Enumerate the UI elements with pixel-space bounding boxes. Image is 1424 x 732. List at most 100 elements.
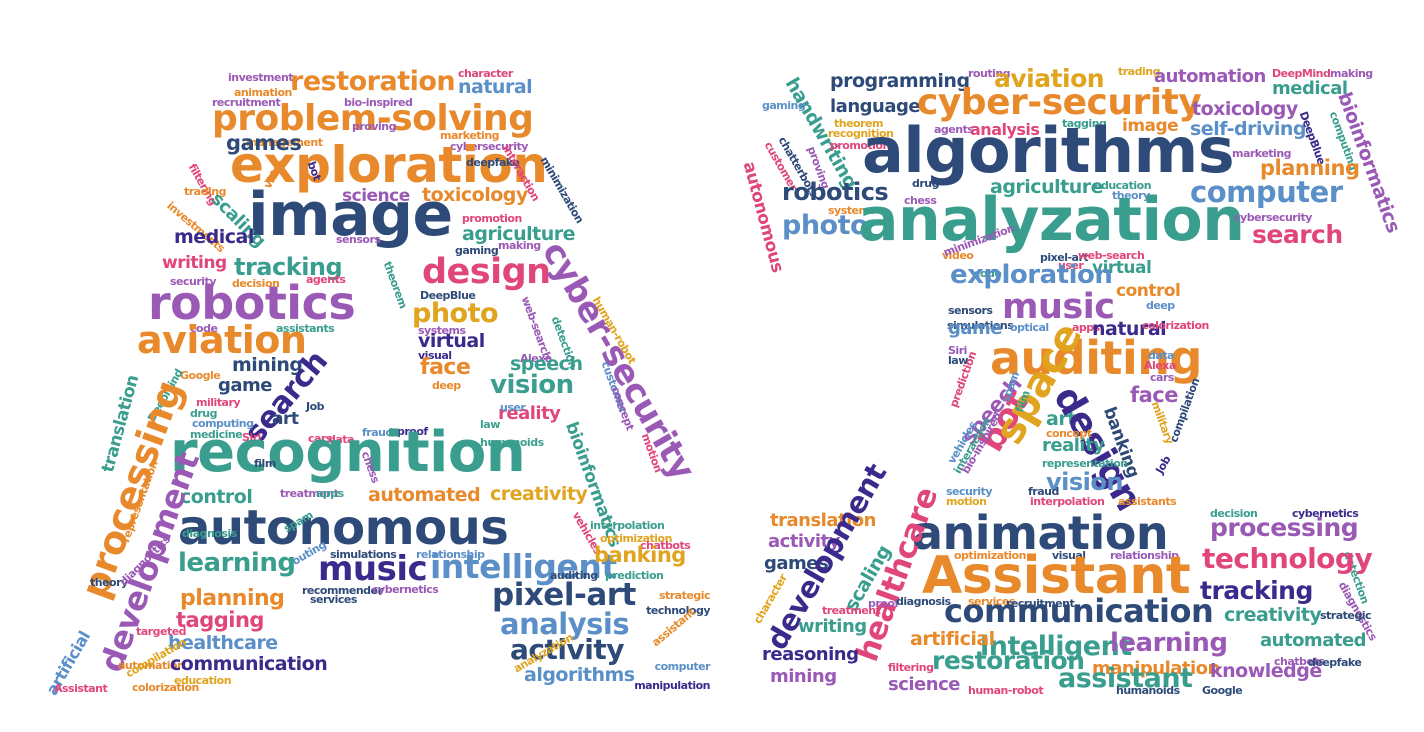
cloud-i-word: code: [974, 267, 1002, 280]
cloud-a-word: film: [254, 457, 276, 470]
cloud-a-word: art: [272, 409, 299, 429]
cloud-i-word: chatbots: [1274, 655, 1325, 668]
cloud-a-word: promotion: [462, 212, 522, 225]
cloud-i-word: exploration: [950, 260, 1113, 290]
cloud-a-word: pixel-art: [492, 577, 636, 613]
cloud-a-word: medicine: [190, 428, 243, 441]
cloud-i-word: agents: [934, 123, 974, 136]
cloud-a-word: character: [458, 67, 513, 80]
cloud-a-word: games: [226, 131, 302, 155]
cloud-a-word: humanoids: [480, 436, 544, 449]
cloud-a-word: Assistant: [54, 682, 108, 695]
cloud-i-word: reasoning: [762, 644, 859, 665]
cloud-a-word: reality: [498, 403, 561, 424]
cloud-a-word: visual: [418, 349, 452, 362]
cloud-a-word: optimization: [600, 532, 672, 545]
cloud-i-word: user: [1058, 259, 1084, 272]
cloud-i-word: trading: [1118, 65, 1160, 78]
cloud-i-word: making: [1330, 67, 1373, 80]
cloud-a-word: learning: [178, 548, 296, 578]
cloud-a-word: proof: [397, 425, 428, 438]
cloud-a-word: services: [310, 593, 357, 606]
cloud-i-word: DeepMind: [1272, 67, 1331, 80]
cloud-i-word: control: [1116, 281, 1181, 301]
cloud-a-word: code: [190, 322, 218, 335]
cloud-i-word: proof: [868, 597, 899, 610]
cloud-i-word: recognition: [828, 127, 894, 140]
cloud-a-word: trading: [184, 185, 226, 198]
cloud-i-word: games: [764, 553, 829, 574]
cloud-a-word: vision: [490, 370, 574, 400]
cloud-i-word: Job: [1153, 453, 1174, 476]
cloud-a-word: Alexa: [520, 352, 552, 365]
cloud-a-word: tagging: [176, 608, 264, 632]
cloud-i-word: science: [888, 674, 960, 695]
cloud-a-word: tracking: [234, 253, 343, 281]
cloud-a-word: planning: [180, 586, 285, 611]
cloud-i-word: natural: [1092, 318, 1167, 340]
cloud-i-word: automated: [1260, 630, 1367, 651]
cloud-i-word: chess: [904, 194, 937, 207]
cloud-i-word: programming: [830, 70, 970, 92]
cloud-i-word: human-robot: [968, 684, 1044, 697]
cloud-a-word: education: [174, 674, 232, 687]
cloud-i-word: learning: [1110, 628, 1228, 658]
cloud-i-word: fraud: [1028, 485, 1059, 498]
cloud-i-word: agriculture: [990, 176, 1103, 198]
cloud-i-word: knowledge: [1210, 660, 1322, 682]
cloud-a-word: creativity: [490, 483, 588, 505]
cloud-a-word: restoration: [290, 66, 456, 97]
cloud-i-word: translation: [770, 510, 876, 531]
cloud-a-word: natural: [458, 76, 533, 98]
cloud-i-word: simulations: [947, 319, 1014, 332]
cloud-a-word: making: [498, 239, 541, 252]
cloud-i-word: apps: [1072, 321, 1100, 334]
cloud-i-word: marketing: [1232, 147, 1292, 160]
cloud-i-word: analysis: [970, 120, 1040, 139]
cloud-i-word: restoration: [932, 646, 1085, 675]
cloud-i-word: diagnosis: [896, 595, 951, 608]
cloud-i-word: Google: [1202, 684, 1243, 697]
cloud-i-word: motion: [946, 495, 987, 508]
cloud-i-word: cyber-security: [917, 82, 1202, 123]
cloud-a-word: relationship: [416, 548, 485, 561]
cloud-a-word: apps: [316, 487, 344, 500]
cloud-a-word: aviation: [137, 318, 307, 362]
cloud-i-word: decision: [1210, 507, 1258, 520]
cloud-a-word: diagnosis: [182, 527, 237, 540]
cloud-i-word: recruitment: [1006, 597, 1075, 610]
cloud-a-word: mining: [232, 354, 303, 376]
cloud-a-word: robotics: [148, 276, 356, 330]
cloud-i-word: mining: [770, 666, 837, 687]
cloud-i-word: algorithms: [862, 114, 1235, 187]
cloud-i-word: promotion: [830, 139, 890, 152]
cloud-a-word: interpolation: [590, 519, 665, 532]
cloud-i-word: assistants: [1118, 495, 1177, 508]
cloud-a-word: treatment: [280, 487, 339, 500]
cloud-i-word: representation: [1042, 457, 1128, 470]
cloud-a-word: user: [500, 401, 526, 414]
cloud-i-word: assistant: [1058, 663, 1193, 694]
cloud-a-word: face: [420, 355, 471, 380]
cloud-i-word: concept: [1046, 427, 1092, 440]
cloud-i-word: self-driving: [1190, 118, 1307, 140]
cloud-i-word: planning: [1260, 156, 1360, 180]
cloud-a-word: decision: [232, 277, 280, 290]
cloud-i-word: tracking: [1200, 576, 1313, 605]
cloud-a-word: medical: [174, 226, 254, 248]
cloud-i-word: music: [1002, 287, 1115, 327]
cloud-a-word: auditing: [550, 569, 598, 582]
word-cloud-letter-i: programming routing aviation trading automat…: [712, 0, 1424, 732]
cloud-i-word: search: [1252, 220, 1343, 249]
cloud-i-word: education: [1094, 179, 1152, 192]
cloud-i-word: optical: [1010, 321, 1049, 334]
cloud-i-word: Alexa: [1144, 359, 1176, 372]
cloud-i-word: reality: [1042, 435, 1105, 456]
cloud-i-word: web-search: [1078, 249, 1145, 262]
cloud-a-word: deep: [432, 379, 461, 392]
cloud-a-word: simulations: [330, 548, 397, 561]
cloud-a-word: cybernetics: [372, 583, 439, 596]
cloud-i-word: analyzation: [858, 185, 1245, 255]
cloud-a-word: data: [328, 433, 354, 446]
cloud-a-word: writing: [162, 253, 227, 273]
